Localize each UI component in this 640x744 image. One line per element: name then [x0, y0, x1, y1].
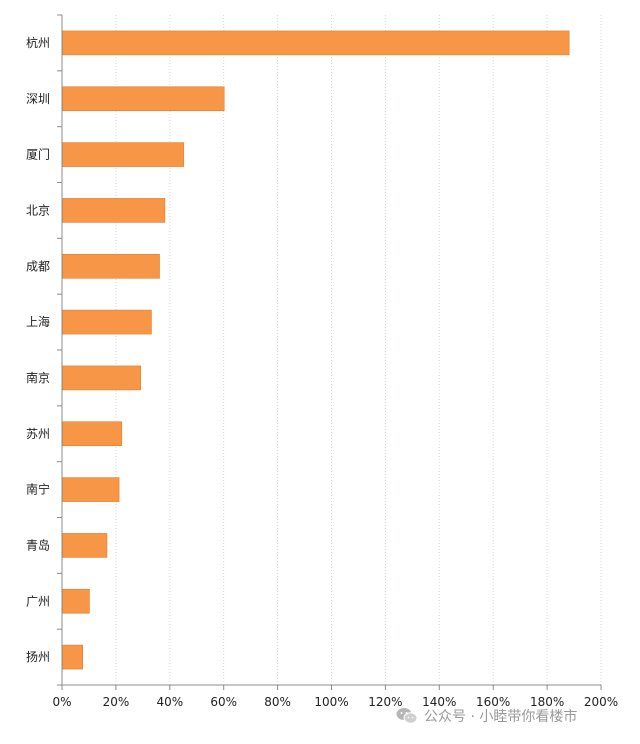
watermark-text: 公众号 · 小睦带你看楼市: [424, 709, 578, 725]
x-tick-label: 40%: [156, 695, 183, 709]
bar: [62, 588, 90, 614]
x-tick-label: 60%: [210, 695, 237, 709]
category-label: 南京: [26, 370, 50, 385]
x-tick-label: 20%: [103, 695, 130, 709]
category-label: 扬州: [26, 649, 50, 664]
category-label: 成都: [26, 259, 50, 273]
x-tick-label: 160%: [476, 695, 510, 709]
bar: [62, 477, 120, 502]
x-tick-label: 200%: [584, 695, 618, 709]
x-tick-label: 180%: [530, 695, 564, 709]
x-tick-label: 0%: [52, 695, 71, 709]
bar: [62, 644, 84, 670]
category-label: 南宁: [26, 482, 50, 497]
category-label: 广州: [26, 594, 50, 608]
bar: [62, 533, 108, 558]
axes: [57, 14, 602, 690]
category-label: 杭州: [26, 35, 50, 50]
bar: [62, 142, 185, 167]
bar: [62, 253, 160, 279]
category-label: 深圳: [26, 92, 50, 106]
wechat-icon: [396, 708, 418, 724]
bar: [62, 198, 166, 223]
x-tick-label: 80%: [264, 695, 291, 709]
bar: [62, 86, 225, 112]
watermark: 公众号 · 小睦带你看楼市: [396, 706, 577, 726]
category-label: 苏州: [26, 427, 50, 441]
bar: [62, 421, 123, 447]
category-label: 北京: [26, 203, 50, 217]
bar: [62, 365, 141, 391]
bar: [62, 30, 570, 56]
category-label: 上海: [26, 314, 50, 329]
category-label: 厦门: [26, 147, 50, 162]
bar: [62, 309, 152, 335]
x-tick-label: 100%: [314, 695, 348, 709]
x-tick-label: 140%: [422, 695, 456, 709]
gridlines: [115, 15, 602, 685]
x-tick-label: 120%: [368, 695, 402, 709]
category-label: 青岛: [26, 537, 50, 552]
x-tick-labels: 0% 20% 40% 60% 80% 100% 120% 140% 160% 180% 200%: [52, 695, 618, 709]
